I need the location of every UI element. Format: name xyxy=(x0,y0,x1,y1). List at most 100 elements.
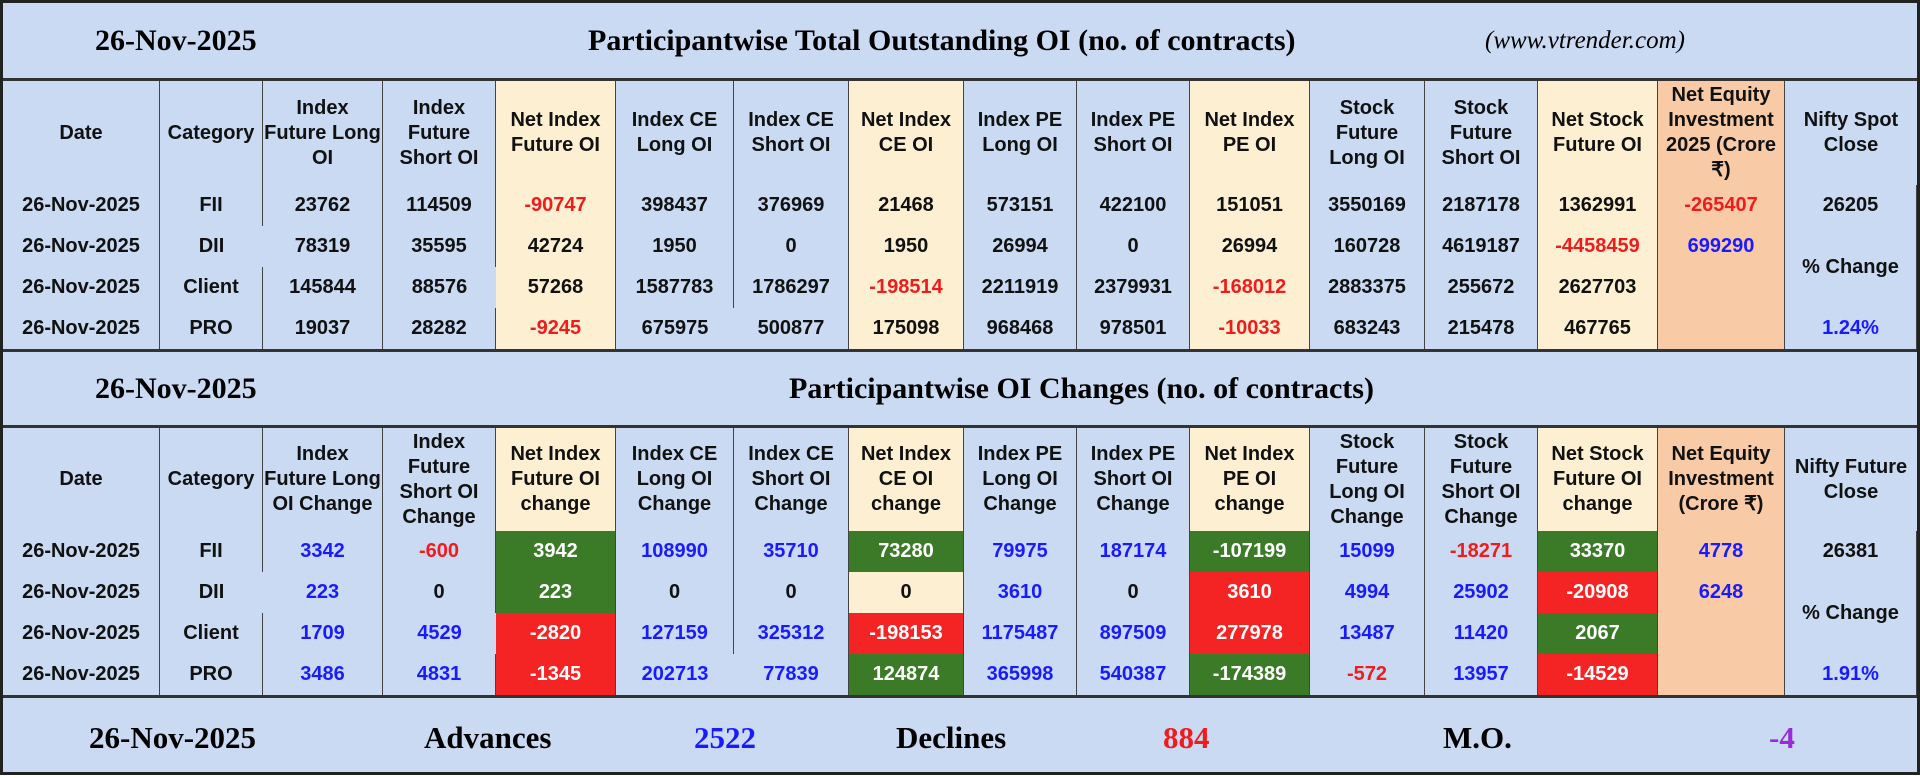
value-cell: -20908 xyxy=(1538,572,1658,613)
advances-label: Advances xyxy=(424,720,552,755)
value-cell: 1175487 xyxy=(964,613,1077,654)
date-cell: 26-Nov-2025 xyxy=(3,267,160,308)
category-cell: DII xyxy=(198,581,225,603)
column-header: Nifty Future Close xyxy=(1794,455,1908,503)
column-header: Stock Future Short OI xyxy=(1425,81,1538,185)
date-cell: 26-Nov-2025 xyxy=(3,308,160,349)
date: 26-Nov-2025 xyxy=(95,23,257,57)
value-cell: 1950 xyxy=(616,226,734,267)
change-label-cell: % Change xyxy=(1785,572,1917,654)
value-cell: 11420 xyxy=(1425,613,1538,654)
column-header: Index Future Short OI xyxy=(383,81,496,185)
value-cell: 78319 xyxy=(263,226,383,267)
value-cell: 540387 xyxy=(1077,654,1190,695)
column-header: Net Index Future OI xyxy=(496,81,616,185)
value-cell: 13957 xyxy=(1425,654,1538,695)
net-equity-cell: 6248 xyxy=(1658,572,1785,613)
value-cell: -600 xyxy=(383,531,496,572)
column-header: Stock Future Long OI xyxy=(1310,81,1425,185)
value-cell: 2211919 xyxy=(964,267,1077,308)
column-header: Stock Future Long OI Change xyxy=(1310,428,1425,531)
date-cell: 26-Nov-2025 xyxy=(3,654,160,695)
date-cell: 26-Nov-2025 xyxy=(3,185,160,226)
value-cell: 1709 xyxy=(263,613,383,654)
value-cell: 108990 xyxy=(616,531,734,572)
value-cell: 4994 xyxy=(1310,572,1425,613)
nifty-close-cell: 26381 xyxy=(1785,531,1917,572)
value-cell: 124874 xyxy=(849,654,964,695)
column-header: Net Stock Future OI xyxy=(1538,81,1658,185)
value-cell: 3610 xyxy=(964,572,1077,613)
value-cell: 145844 xyxy=(263,267,383,308)
value-cell: 277978 xyxy=(1190,613,1310,654)
value-cell: -107199 xyxy=(1190,531,1310,572)
date-cell: 26-Nov-2025 xyxy=(3,226,160,267)
change-cell: 1.24% xyxy=(1785,308,1917,349)
date-cell: 26-Nov-2025 xyxy=(3,613,160,654)
oi-change-table: Date Category Index Future Long OI Change I… xyxy=(3,428,1917,698)
column-header: Index CE Short OI Change xyxy=(734,428,849,531)
value-cell: -1345 xyxy=(496,654,616,695)
column-header: Stock Future Short OI Change xyxy=(1425,428,1538,531)
value-cell: 0 xyxy=(616,572,734,613)
value-cell: 2883375 xyxy=(1310,267,1425,308)
column-header: Nifty Spot Close xyxy=(1803,109,1899,156)
column-header: Category xyxy=(160,81,263,185)
nifty-close-cell: 26205 xyxy=(1785,185,1917,226)
advances-value: 2522 xyxy=(694,720,756,755)
value-cell: -14529 xyxy=(1538,654,1658,695)
category-cell: Client xyxy=(160,267,263,308)
value-cell: 23762 xyxy=(263,185,383,226)
column-header: Net Stock Future OI change xyxy=(1538,428,1658,531)
value-cell: -198514 xyxy=(849,267,964,308)
value-cell: -18271 xyxy=(1425,531,1538,572)
value-cell: 398437 xyxy=(616,185,734,226)
value-cell: -4458459 xyxy=(1538,226,1658,267)
category-cell: PRO xyxy=(160,308,263,349)
value-cell: 0 xyxy=(1077,226,1190,267)
column-header: Net Index PE OI change xyxy=(1190,428,1310,531)
value-cell: 0 xyxy=(1077,572,1190,613)
column-header: Category xyxy=(160,428,263,531)
value-cell: 3610 xyxy=(1190,572,1310,613)
value-cell: 683243 xyxy=(1310,308,1425,349)
source: (www.vtrender.com) xyxy=(1485,26,1685,54)
section-title-bar: 26-Nov-2025 Participantwise OI Changes (… xyxy=(3,352,1917,428)
value-cell: -198153 xyxy=(849,613,964,654)
value-cell: 968468 xyxy=(964,308,1077,349)
column-header: Net Index CE OI xyxy=(849,81,964,185)
value-cell: 1786297 xyxy=(734,267,849,308)
value-cell: 223 xyxy=(263,572,383,613)
date-cell: 26-Nov-2025 xyxy=(3,572,160,613)
value-cell: 57268 xyxy=(496,267,616,308)
value-cell: -9245 xyxy=(496,308,616,349)
section-title-bar: 26-Nov-2025 Participantwise Total Outsta… xyxy=(3,3,1917,81)
value-cell: 79975 xyxy=(964,531,1077,572)
column-header: Index CE Long OI Change xyxy=(616,428,734,531)
value-cell: 160728 xyxy=(1310,226,1425,267)
value-cell: 4529 xyxy=(417,622,462,644)
value-cell: 4619187 xyxy=(1425,226,1538,267)
column-header: Net Equity Investment (Crore ₹) xyxy=(1658,428,1785,531)
value-cell: 3550169 xyxy=(1310,185,1425,226)
value-cell: 88576 xyxy=(411,276,468,298)
value-cell: 215478 xyxy=(1425,308,1538,349)
column-header: Index Future Long OI xyxy=(263,81,383,185)
column-header: Net Equity Investment 2025 (Crore ₹) xyxy=(1658,81,1785,185)
value-cell: 1587783 xyxy=(616,267,734,308)
value-cell: 19037 xyxy=(263,308,383,349)
value-cell: 35710 xyxy=(734,531,849,572)
column-header: Index PE Short OI xyxy=(1077,81,1190,185)
column-header: Date xyxy=(3,81,160,185)
value-cell: 573151 xyxy=(964,185,1077,226)
category-cell: FII xyxy=(160,531,263,572)
value-cell: 4831 xyxy=(383,654,496,695)
value-cell: 127159 xyxy=(616,613,734,654)
value-cell: 2067 xyxy=(1538,613,1658,654)
value-cell: 35595 xyxy=(383,226,496,267)
value-cell: 675975 xyxy=(641,317,709,339)
value-cell: 2627703 xyxy=(1538,267,1658,308)
value-cell: 77839 xyxy=(734,654,849,695)
value-cell: 376969 xyxy=(734,185,849,226)
value-cell: 0 xyxy=(383,572,496,613)
